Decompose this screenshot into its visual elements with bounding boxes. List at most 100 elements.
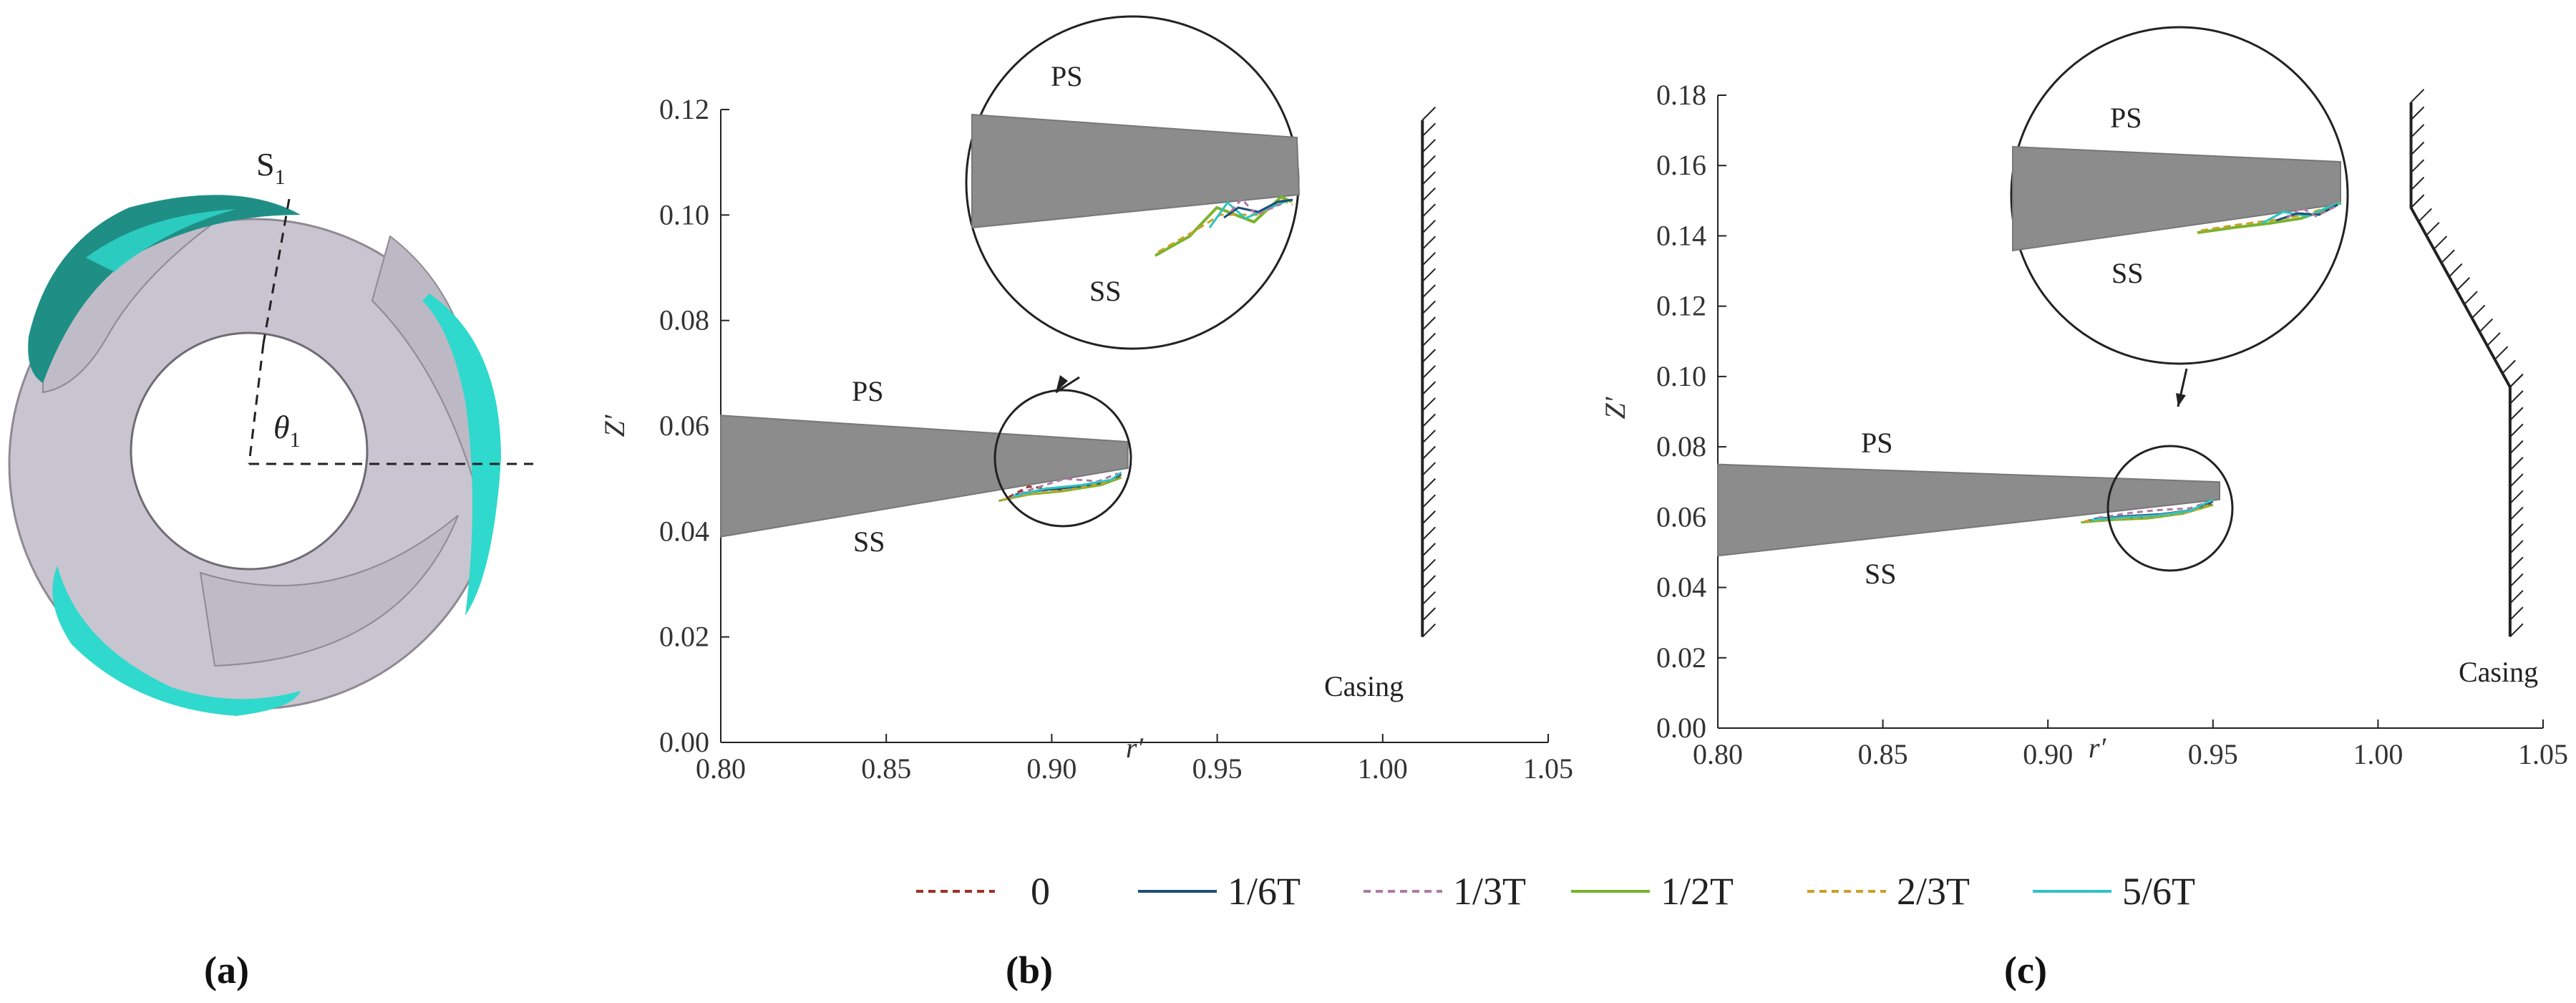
zoom-cavity-line bbox=[1208, 199, 1289, 228]
legend-label-1-6T: 1/6T bbox=[1228, 870, 1301, 913]
x-tick-label: 0.95 bbox=[1192, 752, 1243, 785]
x-tick-label: 1.05 bbox=[1523, 752, 1573, 785]
casing-hatch bbox=[2509, 473, 2524, 488]
y-tick-label: 0.12 bbox=[1656, 290, 1706, 322]
casing-hatch bbox=[1421, 219, 1436, 234]
cavity-region bbox=[52, 566, 301, 716]
ps-label: PS bbox=[852, 375, 884, 407]
casing-hatch bbox=[1421, 364, 1436, 379]
cavity-region bbox=[422, 294, 501, 616]
y-axis-label: Z′ bbox=[1599, 396, 1631, 419]
section-line-s1 bbox=[248, 343, 265, 465]
casing-hatch bbox=[1421, 478, 1436, 493]
casing-hatch bbox=[2509, 390, 2524, 404]
s1-label: S1 bbox=[256, 146, 286, 189]
zoom-cavity-line bbox=[2275, 203, 2338, 222]
casing-hatch bbox=[1421, 203, 1436, 218]
casing-hatch bbox=[2502, 359, 2516, 374]
y-tick-label: 0.02 bbox=[1656, 641, 1706, 674]
casing-hatch bbox=[2509, 606, 2524, 621]
casing-hatch bbox=[1421, 381, 1436, 395]
y-tick-label: 0.06 bbox=[1656, 500, 1706, 533]
legend-label-1-2T: 1/2T bbox=[1661, 870, 1734, 913]
legend-label-0: 0 bbox=[1031, 870, 1050, 913]
section-line-s1 bbox=[262, 198, 291, 344]
casing-hatch bbox=[2449, 263, 2463, 278]
zoom-arrow bbox=[1055, 376, 1080, 394]
casing-hatch bbox=[1421, 316, 1436, 331]
y-tick-label: 0.18 bbox=[1656, 79, 1706, 111]
x-tick-label: 0.80 bbox=[1693, 738, 1743, 770]
y-tick-label: 0.14 bbox=[1656, 219, 1706, 251]
casing-hatch bbox=[1421, 187, 1436, 202]
casing-hatch bbox=[1421, 332, 1436, 347]
casing-hatch bbox=[2410, 141, 2425, 156]
casing-hatch bbox=[2471, 304, 2486, 319]
y-tick-label: 0.16 bbox=[1656, 149, 1706, 181]
casing-label: Casing bbox=[2459, 656, 2538, 688]
blade-surface bbox=[199, 515, 459, 667]
panel-label-a: (a) bbox=[204, 949, 249, 992]
series-5-6T-line bbox=[1011, 471, 1122, 498]
x-tick-label: 1.00 bbox=[2353, 738, 2403, 770]
x-tick-label: 0.85 bbox=[861, 752, 911, 785]
casing-hatch bbox=[1421, 284, 1436, 299]
y-tick-label: 0.02 bbox=[659, 621, 709, 653]
series-5-6T-line bbox=[2091, 498, 2214, 521]
legend-label-1-3T: 1/3T bbox=[1453, 870, 1526, 913]
casing-hatch bbox=[1421, 575, 1436, 589]
impeller-eye bbox=[130, 331, 369, 571]
casing-hatch bbox=[1421, 236, 1436, 250]
x-tick-label: 0.95 bbox=[2188, 738, 2238, 770]
x-tick-label: 0.90 bbox=[2023, 738, 2073, 770]
zoom-cavity-line bbox=[2261, 202, 2341, 225]
casing-hatch bbox=[2487, 332, 2501, 347]
x-tick-label: 0.85 bbox=[1858, 738, 1908, 770]
casing-hatch bbox=[2509, 373, 2524, 388]
ps-label: PS bbox=[1861, 427, 1893, 459]
casing-hatch bbox=[2509, 440, 2524, 455]
casing-hatch bbox=[2410, 89, 2425, 103]
cavity-region bbox=[86, 209, 236, 272]
casing-hatch bbox=[1421, 349, 1436, 363]
x-axis-label: r′ bbox=[1126, 732, 1144, 764]
x-tick-label: 0.80 bbox=[696, 752, 746, 785]
y-tick-label: 0.08 bbox=[659, 304, 709, 336]
casing-hatch bbox=[2418, 208, 2432, 223]
casing-hatch bbox=[2509, 457, 2524, 471]
blade-section bbox=[1717, 463, 2221, 557]
cavity-region bbox=[28, 195, 301, 383]
y-tick-label: 0.04 bbox=[1656, 571, 1706, 604]
series-1-3T-line bbox=[1018, 472, 1119, 495]
casing-hatch bbox=[2441, 249, 2455, 263]
casing-hatch bbox=[1421, 445, 1436, 460]
casing-hatch bbox=[2456, 277, 2471, 291]
casing-hatch bbox=[2426, 221, 2440, 236]
casing-hatch bbox=[2410, 176, 2425, 191]
casing-hatch bbox=[2509, 490, 2524, 505]
casing-hatch bbox=[1421, 558, 1436, 573]
ss-label: SS bbox=[853, 525, 885, 558]
casing-hatch bbox=[2509, 540, 2524, 554]
zoom-ss-label: SS bbox=[1089, 275, 1122, 307]
zoom-ss-label: SS bbox=[2111, 257, 2144, 289]
series-2-3T-line bbox=[1001, 475, 1122, 501]
casing-hatch bbox=[1421, 526, 1436, 541]
legend-label-2-3T: 2/3T bbox=[1897, 870, 1970, 913]
casing-hatch bbox=[1421, 430, 1436, 444]
casing-hatch bbox=[1421, 413, 1436, 428]
casing-hatch bbox=[2464, 291, 2478, 305]
casing-hatch bbox=[1421, 268, 1436, 283]
casing-hatch bbox=[1421, 623, 1436, 638]
legend: 0 1/6T 1/3T 1/2T 2/3T 5/6T bbox=[916, 870, 2195, 913]
casing-hatch bbox=[2410, 124, 2425, 138]
y-tick-label: 0.00 bbox=[659, 726, 709, 758]
casing-hatch bbox=[2509, 506, 2524, 521]
chart-b: 0.80 0.85 0.90 0.95 1.00 1.05 0.00 0.02 0.04 0.06… bbox=[598, 15, 1573, 785]
zoom-arrowhead bbox=[1056, 375, 1068, 392]
casing-hatch bbox=[1421, 607, 1436, 621]
panel-label-c: (c) bbox=[2004, 949, 2047, 992]
casing-hatch bbox=[2410, 159, 2425, 173]
casing-hatch bbox=[2509, 423, 2524, 438]
y-tick-label: 0.04 bbox=[659, 515, 709, 547]
